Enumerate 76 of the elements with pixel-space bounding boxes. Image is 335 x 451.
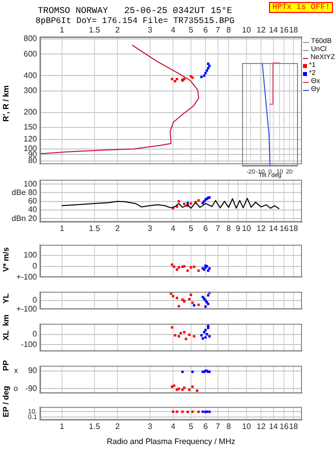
y-tick-label: 100: [24, 250, 38, 260]
y-axis-title: V* m/s: [2, 246, 10, 272]
chart-subtitle: 8pBP6It DoY= 176.154 File= TR735515.BPG: [34, 16, 236, 26]
y-tick-label: +-100: [16, 272, 38, 282]
x-tick-label: 16: [280, 422, 290, 432]
x-tick-label: 10: [242, 224, 252, 234]
x-tick-label: 18: [289, 25, 299, 34]
x-tick-label: 8: [226, 224, 232, 234]
text: HPTx is OFF!: [269, 2, 333, 13]
y-tick-label: 90: [28, 366, 38, 375]
x-tick-label: 10: [242, 422, 252, 432]
x-tick-label: 12: [256, 224, 266, 234]
y-tick-label: dBe 80: [12, 188, 38, 197]
y-tick-label: +-100: [16, 304, 38, 314]
y-axis-title: R', R / km: [2, 84, 10, 124]
x-axis-title: Radio and Plasma Frequency / MHz: [106, 437, 236, 446]
y-tick-label: 100: [24, 179, 38, 188]
y-tick-label: 60: [28, 196, 38, 206]
y-tick-label: 120: [24, 134, 38, 144]
x-tick-label: 18: [289, 224, 299, 234]
x-tick-label: 1.5: [88, 422, 101, 432]
x-tick-label: 7: [216, 422, 221, 432]
x-tick-label: 4: [170, 224, 176, 234]
text: o: [14, 384, 19, 393]
y-tick-label: 0: [32, 296, 38, 305]
y-tick-label: 400: [24, 70, 38, 80]
y-tick-label: 40: [28, 205, 38, 214]
x-tick-label: 18: [289, 422, 299, 432]
x-tick-label: 14: [268, 25, 278, 34]
x-tick-label: 16: [280, 25, 290, 34]
x-tick-label: 9: [236, 224, 241, 234]
x-tick-label: 6: [203, 224, 208, 234]
x-tick-label: 12: [256, 422, 266, 432]
x-tick-label: 1.5: [88, 224, 101, 234]
y-tick-label: 200: [24, 108, 38, 117]
x-tick-label: 3: [148, 224, 153, 234]
chart-title: TROMSO NORWAY 25-06-25 0342UT 15°E: [36, 6, 234, 16]
y-tick-label: 0: [32, 261, 38, 270]
x-tick-label: 2: [115, 25, 120, 34]
x-tick-label: 12: [256, 25, 266, 34]
y-tick-label: -90: [25, 384, 38, 393]
x-tick-label: 6: [203, 422, 208, 432]
x-tick-label: 2: [115, 224, 120, 234]
x-tick-label: 1: [60, 224, 65, 234]
x-tick-label: 8: [226, 422, 232, 432]
x-tick-label: 7: [216, 25, 221, 34]
y-tick-label: 0: [32, 329, 38, 338]
x-tick-label: 4: [170, 25, 176, 34]
x-tick-label: 5: [188, 422, 194, 432]
x-tick-label: 14: [268, 422, 278, 432]
x-tick-label: 3: [148, 422, 153, 432]
x-tick-label: 4: [170, 422, 176, 432]
y-axis-title: YL: [2, 293, 10, 304]
x-tick-label: 16: [280, 224, 290, 234]
x-tick-label: 1: [60, 25, 65, 34]
x-tick-label: 10: [242, 25, 252, 34]
y-axis-title: PP: [2, 360, 10, 371]
y-tick-label: 150: [24, 122, 38, 132]
y-axis-title: EP / deg: [2, 386, 10, 418]
y-axis-title: XL km: [2, 314, 10, 341]
y-tick-label: dBn 20: [12, 214, 38, 223]
x-tick-label: 8: [226, 25, 232, 34]
x-tick-label: 1.5: [88, 25, 101, 34]
y-tick-label: 800: [24, 34, 38, 44]
y-tick-label: -100: [20, 340, 38, 349]
y-tick-label: 300: [24, 86, 38, 96]
x-tick-label: 7: [216, 224, 221, 234]
y-tick-label: 600: [24, 49, 38, 58]
x-tick-label: 14: [268, 224, 278, 234]
x-tick-label: 2: [115, 422, 120, 432]
x-tick-label: 3: [148, 25, 153, 34]
text: x: [14, 366, 18, 375]
x-tick-label: 6: [203, 25, 208, 34]
x-tick-label: 5: [188, 25, 194, 34]
x-tick-label: 5: [188, 224, 194, 234]
x-tick-label: 1: [60, 422, 65, 432]
